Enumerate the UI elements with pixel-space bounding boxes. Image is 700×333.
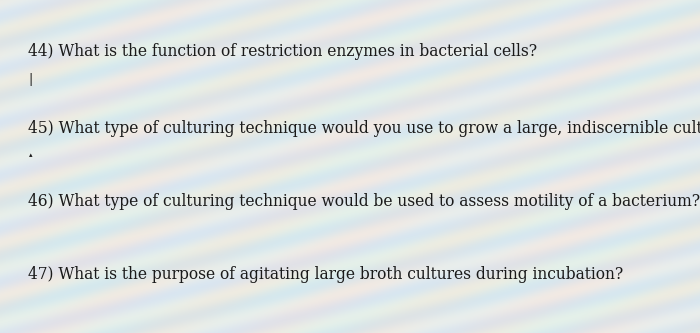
Text: 47) What is the purpose of agitating large broth cultures during incubation?: 47) What is the purpose of agitating lar… xyxy=(28,266,623,283)
Text: 46) What type of culturing technique would be used to assess motility of a bacte: 46) What type of culturing technique wou… xyxy=(28,193,700,210)
Text: 45) What type of culturing technique would you use to grow a large, indiscernibl: 45) What type of culturing technique wou… xyxy=(28,120,700,137)
Text: |: | xyxy=(28,73,32,87)
Text: ▴: ▴ xyxy=(29,152,33,158)
Text: 44) What is the function of restriction enzymes in bacterial cells?: 44) What is the function of restriction … xyxy=(28,43,537,60)
